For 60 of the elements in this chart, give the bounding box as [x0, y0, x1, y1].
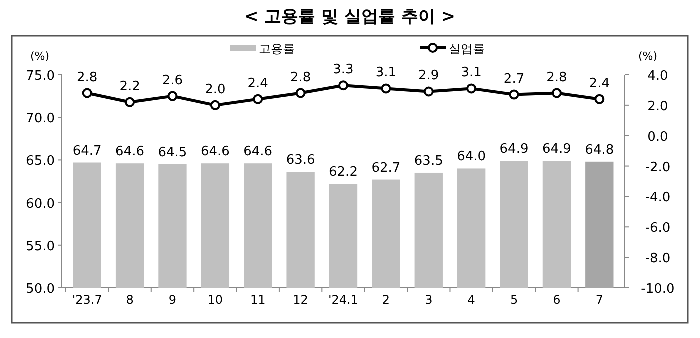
x-tick-label: 10 — [208, 293, 224, 307]
data-label: 64.9 — [542, 142, 572, 158]
y2-tick-label: 4.0 — [648, 69, 668, 84]
data-label: 62.2 — [329, 165, 358, 180]
x-tick-label: 9 — [168, 293, 177, 307]
data-label: 2.8 — [290, 70, 312, 86]
legend-label: 실업률 — [449, 42, 485, 56]
y2-tick-label: -8.0 — [645, 252, 671, 267]
data-label: 3.1 — [461, 66, 482, 81]
x-tick-label: 2 — [382, 293, 390, 307]
y2-tick-label: -10.0 — [641, 282, 675, 297]
data-label: 2.7 — [504, 72, 525, 87]
data-label: 64.9 — [500, 142, 529, 158]
x-tick-label: 3 — [425, 293, 433, 307]
data-label: 63.6 — [286, 153, 316, 168]
data-label: 2.8 — [77, 70, 98, 86]
x-tick-label: '24.1 — [328, 293, 359, 307]
data-label: 64.0 — [457, 150, 486, 165]
y-tick-label: 65.0 — [26, 154, 55, 170]
data-label: 62.7 — [372, 160, 401, 176]
chart-title: < 고용률 및 실업률 추이 > — [244, 7, 456, 27]
y-tick-label: 75.0 — [26, 69, 55, 84]
data-label: 2.6 — [162, 73, 184, 88]
y2-tick-label: -2.0 — [645, 160, 671, 176]
data-label: 2.0 — [205, 82, 226, 98]
data-label: 2.9 — [418, 68, 440, 84]
legend-item: 고용률 — [230, 42, 295, 56]
y-tick-label: 50.0 — [26, 282, 55, 297]
y-axis-title: (%) — [30, 50, 50, 63]
y-tick-label: 60.0 — [26, 196, 55, 212]
data-label: 2.4 — [248, 76, 268, 92]
legend-label: 고용률 — [259, 42, 295, 56]
data-label: 3.3 — [333, 62, 354, 78]
y-tick-label: 55.0 — [26, 239, 55, 254]
data-label: 64.5 — [158, 145, 188, 160]
legend-item: 실업률 — [420, 42, 485, 56]
x-tick-label: 5 — [510, 293, 518, 307]
data-label: 3.1 — [376, 66, 397, 81]
x-tick-label: 6 — [553, 293, 561, 307]
y2-tick-label: 2.0 — [648, 99, 668, 114]
data-label: 2.8 — [546, 70, 568, 86]
y2-tick-label: -6.0 — [645, 221, 671, 236]
y2-axis-title: (%) — [638, 50, 658, 63]
x-tick-label: '23.7 — [72, 293, 102, 307]
x-tick-label: 4 — [468, 293, 476, 307]
y2-tick-label: 0.0 — [648, 130, 668, 145]
data-label: 2.4 — [589, 76, 610, 92]
data-label: 2.2 — [120, 79, 140, 94]
data-label: 64.6 — [244, 144, 273, 160]
x-tick-label: 7 — [596, 293, 604, 307]
data-label: 64.8 — [585, 142, 614, 158]
data-label: 64.6 — [200, 144, 230, 160]
data-label: 63.5 — [414, 154, 444, 169]
x-tick-label: 11 — [250, 293, 266, 307]
data-label: 64.6 — [116, 144, 145, 160]
y-tick-label: 70.0 — [26, 112, 55, 127]
x-tick-label: 12 — [293, 293, 308, 307]
data-label: 64.7 — [72, 144, 102, 159]
x-tick-label: 8 — [126, 293, 134, 307]
y2-tick-label: -4.0 — [645, 190, 671, 206]
